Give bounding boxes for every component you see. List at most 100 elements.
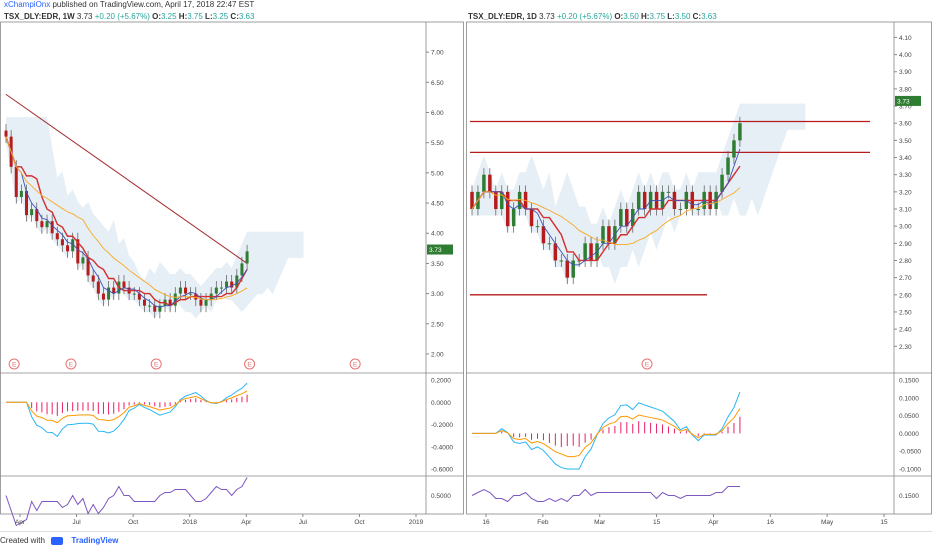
price-tick-label: 2.70: [899, 275, 912, 282]
moving-average-line: [5, 136, 248, 301]
weekly-symbol: TSX_DLY:EDR, 1W: [4, 12, 75, 21]
candle: [81, 257, 85, 264]
weekly-chart-panel[interactable]: TSX_DLY:EDR, 1W 3.73 +0.20 (+5.67%) O:3.…: [0, 10, 464, 530]
candle: [583, 243, 587, 261]
rsi-tick-label: 0.5000: [431, 493, 451, 500]
price-tick-label: 2.30: [899, 344, 912, 351]
price-tick-label: 7.00: [431, 50, 444, 57]
candle: [50, 221, 54, 234]
signal-line: [472, 408, 741, 458]
tradingview-logo-icon: [51, 536, 64, 545]
price-tick-label: 5.50: [431, 140, 444, 147]
candle: [76, 239, 80, 264]
earnings-marker: [65, 358, 77, 370]
weekly-chart-svg[interactable]: 2.00 2.50 3.00 3.50 4.00 4.50 5.00 5.50 6.00 6.50…: [0, 20, 464, 528]
candle: [726, 157, 730, 175]
time-tick-label: 16: [482, 519, 490, 526]
price-tick-label: 6.50: [431, 80, 444, 87]
candle: [153, 305, 157, 312]
candle: [142, 299, 146, 306]
candle: [158, 305, 162, 312]
ichimoku-cloud: [6, 117, 304, 319]
daily-chart-svg[interactable]: 2.30 2.40 2.50 2.60 2.70 2.80 2.90 3.00 3.10 3.20…: [466, 20, 932, 528]
price-tick-label: 3.50: [899, 138, 912, 145]
daily-close: 3.73: [539, 12, 555, 21]
candle: [245, 251, 249, 264]
macd-tick-label: 0.0000: [899, 431, 919, 438]
price-tick-label: 2.40: [899, 327, 912, 334]
candle: [168, 299, 172, 306]
footer: Created with TradingView: [0, 531, 932, 550]
time-tick-label: 15: [880, 519, 888, 526]
earnings-marker: [8, 358, 20, 370]
earnings-marker-label: E: [154, 362, 159, 369]
earnings-marker: [244, 358, 256, 370]
weekly-high: 3.75: [187, 12, 203, 21]
macd-tick-label: -0.1000: [899, 467, 921, 474]
macd-tick-label: -0.4000: [431, 444, 453, 451]
macd-line: [472, 391, 741, 470]
weekly-symbol-line: TSX_DLY:EDR, 1W 3.73 +0.20 (+5.67%) O:3.…: [4, 12, 255, 21]
candle: [137, 293, 141, 300]
candle: [45, 221, 49, 228]
weekly-close: 3.73: [76, 12, 93, 21]
macd-tick-label: -0.0500: [899, 449, 921, 456]
price-tick-label: 3.00: [431, 291, 444, 298]
price-tick-label: 3.30: [899, 172, 912, 179]
time-tick-label: Apr: [708, 519, 719, 526]
time-tick-label: Jul: [299, 519, 308, 526]
candle: [19, 190, 23, 197]
candle: [494, 191, 498, 210]
candle: [666, 191, 671, 193]
macd-tick-label: 0.1000: [899, 395, 919, 402]
weekly-change: +0.20 (+5.67%): [94, 12, 150, 21]
daily-chart-panel[interactable]: TSX_DLY:EDR, 1D 3.73 +0.20 (+5.67%) O:3.…: [466, 10, 932, 530]
trendline: [5, 93, 248, 264]
daily-high: 3.75: [649, 12, 666, 21]
price-tick-label: 2.90: [899, 241, 912, 248]
price-tick-label: 5.00: [431, 170, 444, 177]
price-tick-label: 3.60: [899, 121, 912, 128]
candle: [132, 293, 136, 295]
tradingview-brand-link[interactable]: TradingView: [71, 536, 119, 545]
price-tick-label: 3.00: [899, 224, 912, 231]
earnings-marker-label: E: [12, 362, 17, 369]
candle: [66, 245, 70, 252]
weekly-open: 3.25: [161, 12, 177, 21]
last-price-box: [895, 95, 921, 106]
candle: [4, 130, 8, 137]
time-tick-label: 2019: [409, 519, 424, 526]
price-tick-label: 6.00: [431, 110, 444, 117]
weekly-low: 3.25: [212, 12, 229, 21]
macd-tick-label: -0.2000: [431, 422, 453, 429]
last-price-label: 3.73: [429, 247, 442, 254]
candle: [500, 191, 504, 210]
candle: [607, 226, 611, 244]
moving-average-line: [471, 187, 741, 245]
candle: [738, 123, 742, 141]
daily-symbol-line: TSX_DLY:EDR, 1D 3.73 +0.20 (+5.67%) O:3.…: [468, 12, 717, 21]
candle: [732, 140, 736, 158]
candle: [122, 281, 126, 288]
price-tick-label: 3.90: [899, 69, 912, 76]
published-text: published on TradingView.com, April 17, …: [52, 0, 255, 9]
macd-tick-label: 0.0500: [899, 413, 919, 420]
candle: [553, 243, 558, 261]
candle: [112, 287, 116, 294]
candle: [204, 299, 208, 306]
candle: [230, 281, 234, 288]
candle: [488, 174, 492, 192]
time-tick-label: 15: [653, 519, 661, 526]
candle: [225, 281, 229, 288]
macd-tick-label: 0.0000: [431, 400, 451, 407]
price-tick-label: 3.40: [899, 155, 912, 162]
kijun-line: [471, 165, 741, 262]
candle: [601, 226, 605, 244]
author-link[interactable]: xChampiOnx: [4, 0, 51, 9]
earnings-marker-label: E: [645, 362, 650, 369]
time-tick-label: Mar: [594, 519, 606, 526]
time-tick-label: Apr: [15, 519, 26, 526]
time-tick-label: Jul: [72, 519, 81, 526]
time-tick-label: May: [821, 519, 834, 526]
price-tick-label: 2.60: [899, 292, 912, 299]
